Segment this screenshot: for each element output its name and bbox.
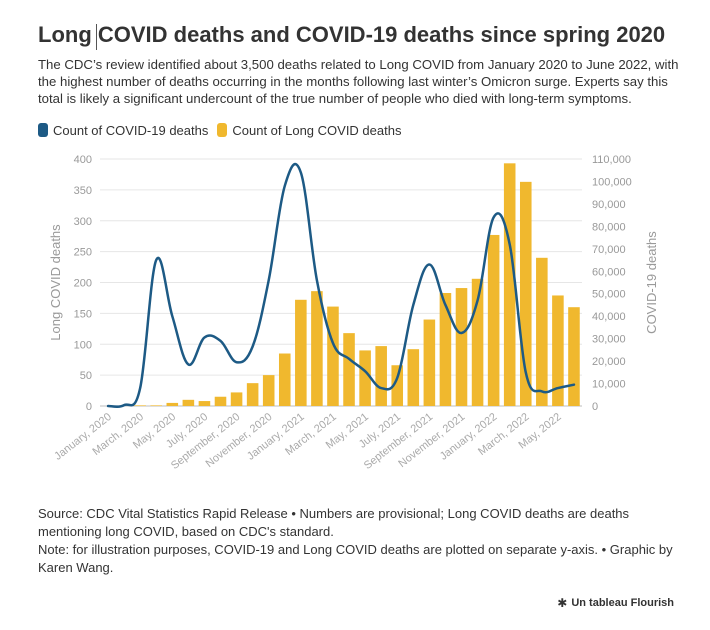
- source-note: Source: CDC Vital Statistics Rapid Relea…: [38, 506, 630, 539]
- y-left-tick-label: 200: [74, 278, 92, 290]
- flourish-credit[interactable]: ✱ Un tableau Flourish: [557, 596, 674, 610]
- y-left-tick-label: 250: [74, 247, 92, 259]
- bar-long-covid: [519, 181, 532, 406]
- chart-title: Long COVID deaths and COVID-19 deaths si…: [38, 22, 666, 47]
- bar-long-covid: [503, 163, 516, 406]
- y-right-tick-label: 90,000: [592, 199, 626, 211]
- chart-legend: Count of COVID-19 deaths Count of Long C…: [38, 121, 410, 139]
- combo-chart: 0 50 100 150 200 250 300 350 400 0 10,000 20,000 30,…: [48, 154, 659, 472]
- y-right-tick-label: 40,000: [592, 311, 626, 323]
- y-left-tick-label: 150: [74, 308, 92, 320]
- bar-long-covid: [214, 396, 227, 406]
- bar-long-covid: [455, 288, 468, 406]
- y-right-tick-label: 70,000: [592, 244, 626, 256]
- bar-long-covid: [182, 399, 195, 406]
- bar-long-covid: [246, 383, 259, 406]
- y-left-axis-title: Long COVID deaths: [48, 224, 63, 341]
- bar-long-covid: [552, 295, 564, 406]
- bar-long-covid: [278, 353, 291, 406]
- line-covid-deaths: [106, 162, 576, 409]
- y-right-tick-label: 100,000: [592, 176, 632, 188]
- bar-long-covid: [295, 299, 307, 406]
- legend-item-long-covid-deaths[interactable]: Count of Long COVID deaths: [217, 123, 401, 138]
- bar-long-covid: [262, 375, 275, 406]
- chart-footer: Source: CDC Vital Statistics Rapid Relea…: [38, 505, 678, 577]
- legend-swatch-long-covid-deaths: [217, 123, 228, 137]
- y-left-tick-label: 350: [74, 185, 92, 197]
- y-right-tick-label: 50,000: [592, 289, 626, 301]
- y-right-tick-label: 0: [592, 401, 598, 413]
- bar-long-covid: [359, 350, 371, 406]
- y-right-tick-label: 10,000: [592, 379, 626, 391]
- y-left-tick-label: 0: [86, 401, 92, 413]
- legend-item-covid-deaths[interactable]: Count of COVID-19 deaths: [38, 123, 208, 138]
- y-right-tick-label: 60,000: [592, 266, 626, 278]
- legend-label-long-covid-deaths: Count of Long COVID deaths: [232, 122, 402, 138]
- bar-long-covid: [311, 291, 323, 406]
- illustration-note: Note: for illustration purposes, COVID-1…: [38, 542, 673, 575]
- bar-long-covid: [439, 292, 452, 406]
- bar-long-covid: [150, 405, 163, 406]
- y-right-tick-label: 110,000: [592, 154, 631, 166]
- chart-subtitle: The CDC’s review identified about 3,500 …: [38, 57, 679, 106]
- bar-long-covid: [327, 306, 339, 406]
- bar-long-covid: [407, 349, 420, 406]
- bar-long-covid: [230, 392, 243, 406]
- y-right-tick-label: 80,000: [592, 221, 626, 233]
- y-left-tick-label: 50: [80, 370, 92, 382]
- bar-long-covid: [391, 365, 404, 406]
- bar-long-covid: [568, 307, 580, 406]
- y-left-tick-label: 100: [74, 339, 92, 351]
- credit-label: Un tableau Flourish: [571, 597, 674, 609]
- y-left-tick-label: 300: [74, 216, 92, 228]
- y-right-axis-title: COVID-19 deaths: [644, 231, 659, 334]
- legend-swatch-covid-deaths: [38, 123, 48, 137]
- legend-label-covid-deaths: Count of COVID-19 deaths: [53, 122, 209, 138]
- asterisk-icon: ✱: [557, 596, 568, 610]
- bar-long-covid: [166, 402, 179, 406]
- bar-long-covid: [423, 319, 436, 406]
- bar-long-covid: [343, 333, 355, 406]
- bar-long-covid: [198, 401, 211, 406]
- bar-long-covid: [375, 346, 387, 406]
- bar-long-covid: [487, 234, 500, 406]
- bar-long-covid: [471, 278, 484, 406]
- bar-long-covid: [536, 257, 548, 406]
- y-right-tick-label: 30,000: [592, 334, 626, 346]
- y-left-tick-label: 400: [74, 154, 92, 166]
- y-right-tick-label: 20,000: [592, 356, 626, 368]
- bar-long-covid: [134, 405, 146, 406]
- text-cursor: [96, 24, 97, 50]
